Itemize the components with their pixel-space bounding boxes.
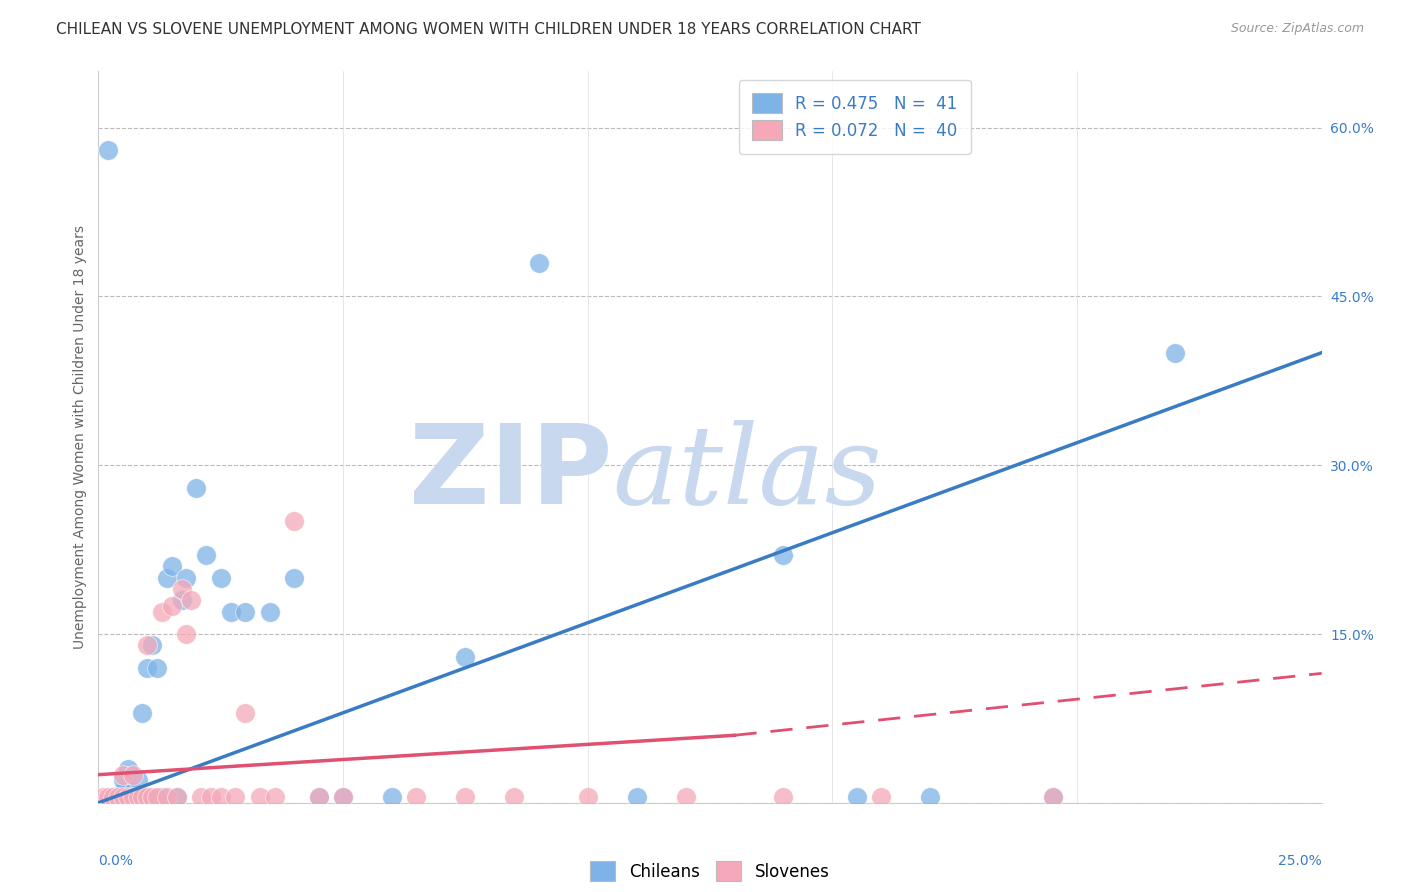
Point <box>146 790 169 805</box>
Point <box>332 790 354 805</box>
Point <box>772 548 794 562</box>
Point <box>127 773 149 788</box>
Point <box>91 790 114 805</box>
Point <box>156 571 179 585</box>
Point <box>111 767 134 781</box>
Point <box>121 790 143 805</box>
Point <box>626 790 648 805</box>
Point <box>1042 790 1064 805</box>
Point <box>332 790 354 805</box>
Point <box>190 790 212 805</box>
Point <box>454 649 477 664</box>
Point <box>101 790 124 805</box>
Point <box>283 571 305 585</box>
Point <box>156 790 179 805</box>
Point <box>117 762 139 776</box>
Point <box>308 790 330 805</box>
Point <box>127 790 149 805</box>
Point <box>121 767 143 781</box>
Point <box>150 790 173 805</box>
Point <box>503 790 526 805</box>
Point <box>136 790 159 805</box>
Point <box>101 790 124 805</box>
Text: atlas: atlas <box>612 420 882 527</box>
Point <box>259 605 281 619</box>
Point <box>249 790 271 805</box>
Point <box>233 605 256 619</box>
Point <box>308 790 330 805</box>
Point <box>1042 790 1064 805</box>
Point <box>195 548 218 562</box>
Text: 0.0%: 0.0% <box>98 854 134 868</box>
Point <box>97 143 120 157</box>
Point <box>107 790 129 805</box>
Point <box>176 627 198 641</box>
Point <box>381 790 404 805</box>
Point <box>117 790 139 805</box>
Point <box>219 605 242 619</box>
Point <box>107 790 129 805</box>
Point <box>136 638 159 652</box>
Point <box>176 571 198 585</box>
Point <box>121 784 143 798</box>
Point <box>136 790 159 805</box>
Point <box>160 559 183 574</box>
Point <box>141 790 163 805</box>
Point <box>131 790 153 805</box>
Point <box>200 790 222 805</box>
Point <box>111 773 134 788</box>
Point <box>527 255 550 269</box>
Point <box>146 661 169 675</box>
Point <box>97 790 120 805</box>
Point <box>209 571 232 585</box>
Point <box>576 790 599 805</box>
Point <box>454 790 477 805</box>
Point <box>675 790 697 805</box>
Point <box>121 790 143 805</box>
Point <box>920 790 942 805</box>
Point <box>131 706 153 720</box>
Point <box>131 790 153 805</box>
Point <box>111 784 134 798</box>
Point <box>224 790 246 805</box>
Point <box>845 790 868 805</box>
Point <box>127 790 149 805</box>
Text: ZIP: ZIP <box>409 420 612 527</box>
Point <box>186 481 208 495</box>
Point <box>170 582 193 596</box>
Point <box>166 790 188 805</box>
Legend: Chileans, Slovenes: Chileans, Slovenes <box>582 853 838 889</box>
Point <box>141 638 163 652</box>
Point <box>180 593 202 607</box>
Point <box>170 593 193 607</box>
Point <box>117 790 139 805</box>
Point <box>263 790 285 805</box>
Point <box>209 790 232 805</box>
Text: 25.0%: 25.0% <box>1278 854 1322 868</box>
Text: CHILEAN VS SLOVENE UNEMPLOYMENT AMONG WOMEN WITH CHILDREN UNDER 18 YEARS CORRELA: CHILEAN VS SLOVENE UNEMPLOYMENT AMONG WO… <box>56 22 921 37</box>
Point <box>160 599 183 613</box>
Y-axis label: Unemployment Among Women with Children Under 18 years: Unemployment Among Women with Children U… <box>73 225 87 649</box>
Point <box>166 790 188 805</box>
Text: Source: ZipAtlas.com: Source: ZipAtlas.com <box>1230 22 1364 36</box>
Point <box>136 661 159 675</box>
Point <box>1164 345 1187 359</box>
Point <box>870 790 893 805</box>
Point <box>150 605 173 619</box>
Point <box>772 790 794 805</box>
Point <box>405 790 427 805</box>
Point <box>233 706 256 720</box>
Point <box>111 790 134 805</box>
Point <box>283 515 305 529</box>
